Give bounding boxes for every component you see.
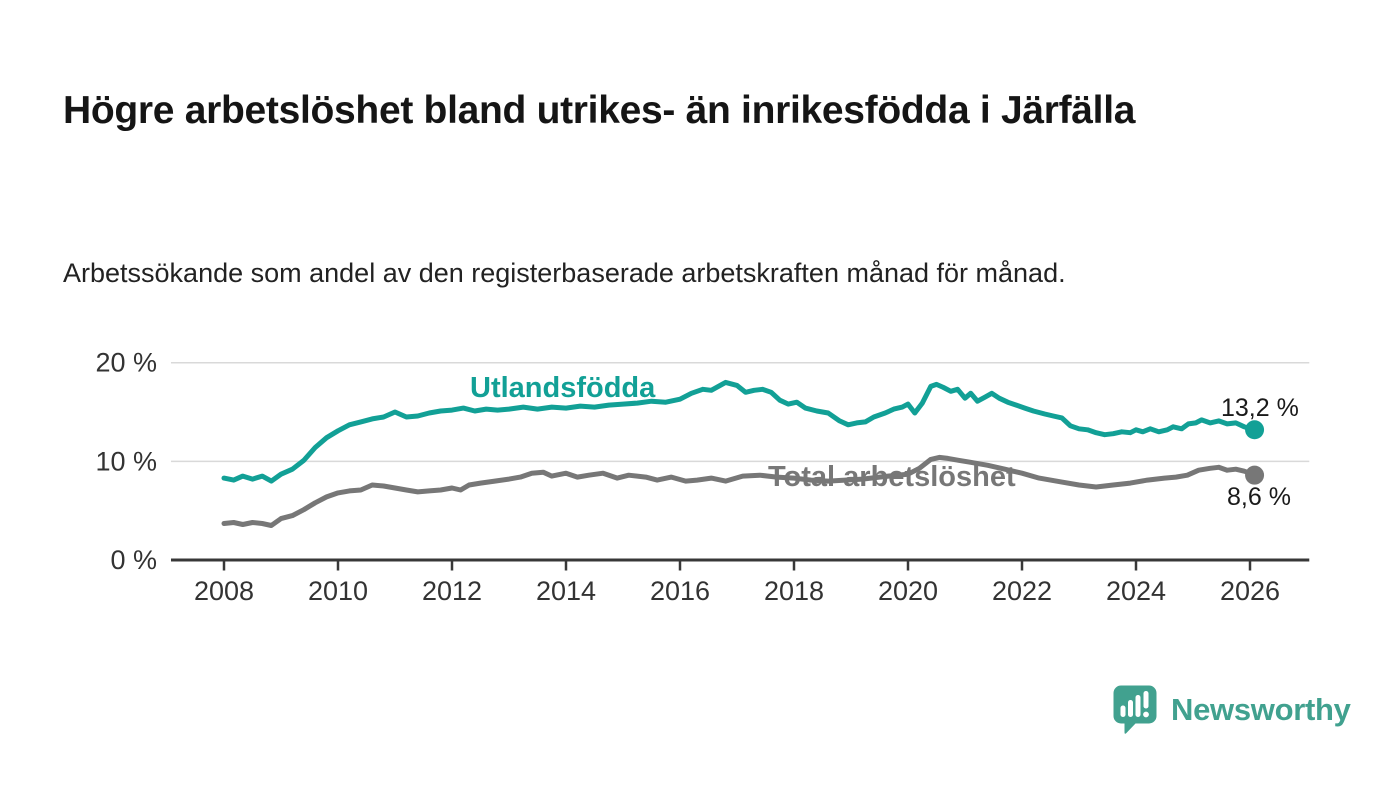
x-tick-label: 2008 bbox=[194, 576, 254, 606]
x-tick-label: 2022 bbox=[992, 576, 1052, 606]
x-tick-label: 2018 bbox=[764, 576, 824, 606]
bar-chart-speech-bubble-icon bbox=[1113, 685, 1157, 734]
y-tick-label: 20 % bbox=[95, 348, 157, 378]
series-end-dot-1 bbox=[1245, 465, 1265, 485]
x-tick-label: 2014 bbox=[536, 576, 596, 606]
x-tick-label: 2026 bbox=[1220, 576, 1280, 606]
series-line-1 bbox=[221, 454, 1258, 528]
x-tick-label: 2024 bbox=[1106, 576, 1166, 606]
end-value-label-utlandsfodda: 13,2 % bbox=[1221, 394, 1299, 422]
series-label-utlandsfodda: Utlandsfödda bbox=[470, 372, 656, 404]
page-title: Högre arbetslöshet bland utrikes- än inr… bbox=[63, 89, 1136, 133]
y-tick-label: 0 % bbox=[110, 545, 157, 575]
newsworthy-logo-text: Newsworthy bbox=[1171, 691, 1351, 727]
page-subtitle: Arbetssökande som andel av den registerb… bbox=[63, 258, 1066, 288]
x-tick-label: 2012 bbox=[422, 576, 482, 606]
y-tick-label: 10 % bbox=[95, 446, 157, 476]
series-end-dot-0 bbox=[1245, 420, 1265, 440]
x-tick-label: 2020 bbox=[878, 576, 938, 606]
x-tick-label: 2010 bbox=[308, 576, 368, 606]
end-value-label-total: 8,6 % bbox=[1227, 483, 1291, 511]
x-tick-label: 2016 bbox=[650, 576, 710, 606]
series-label-total-arbetsloshet: Total arbetslöshet bbox=[768, 461, 1016, 493]
newsworthy-logo: Newsworthy bbox=[1112, 684, 1351, 735]
series-line-0 bbox=[221, 379, 1258, 484]
